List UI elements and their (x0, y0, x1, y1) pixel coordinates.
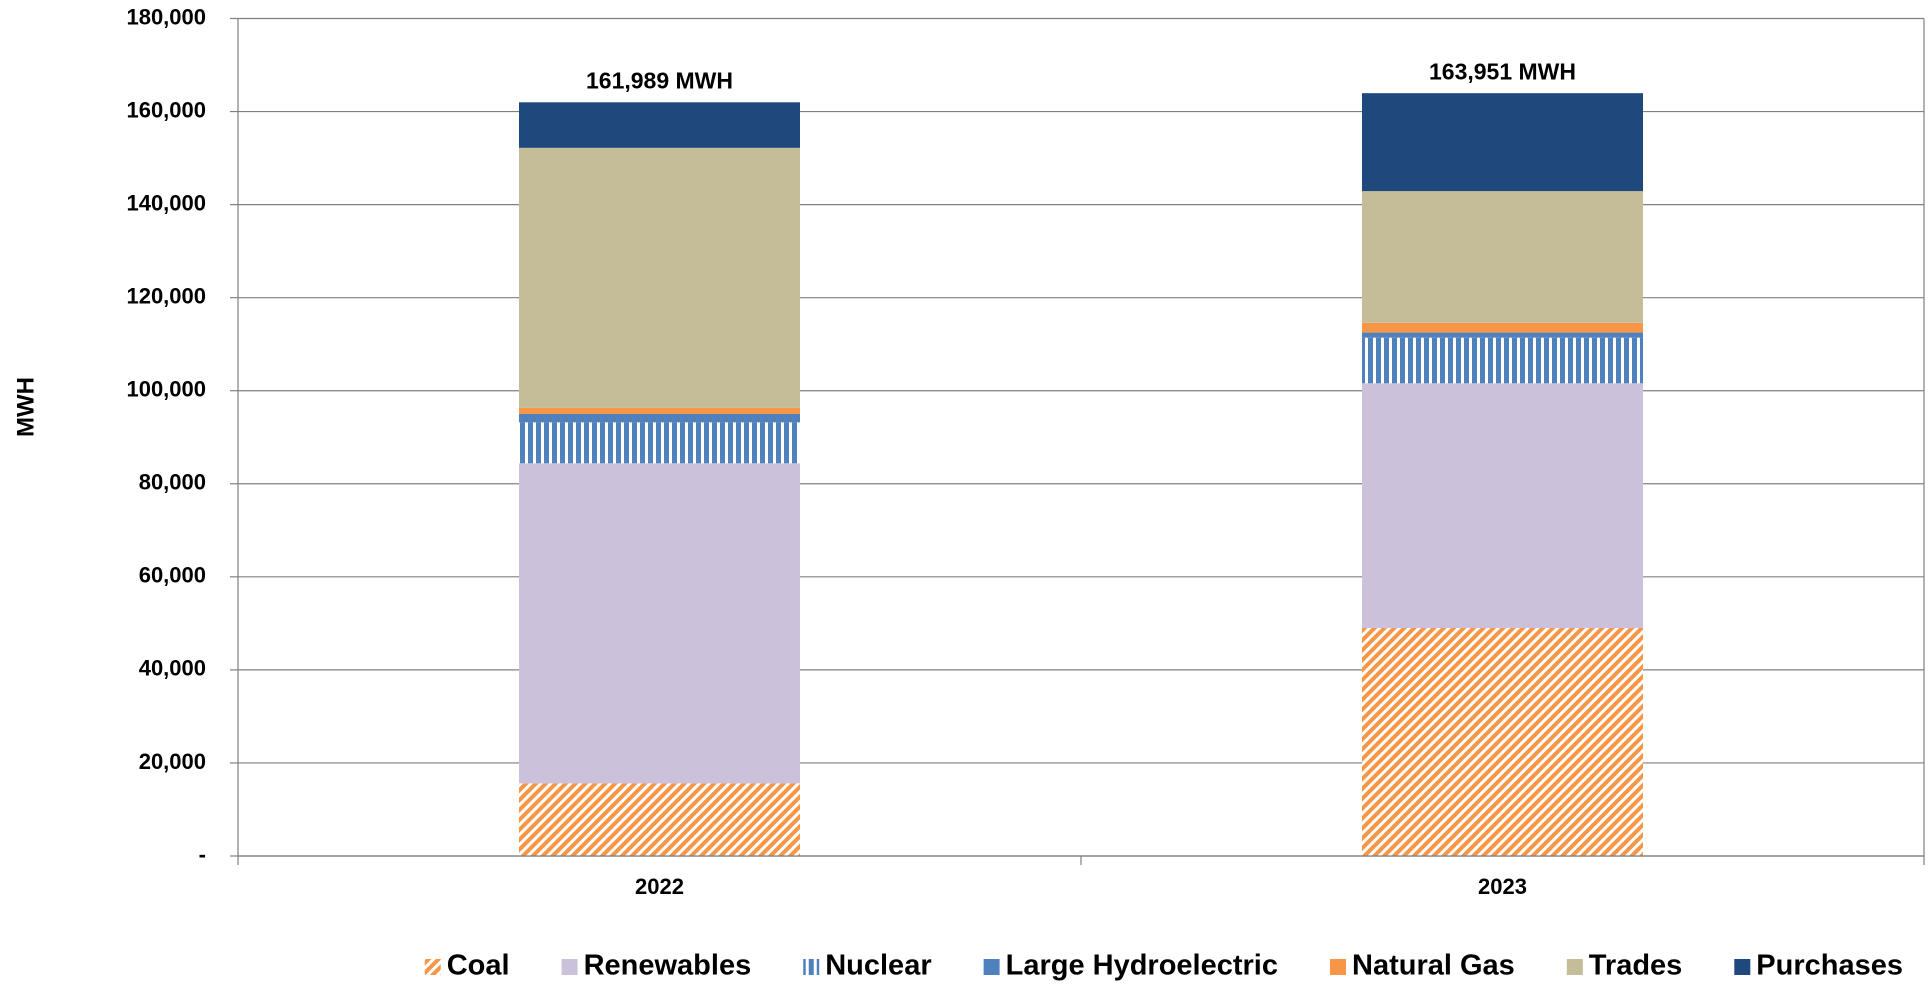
total-label: 161,989 MWH (586, 67, 733, 93)
legend-label: Large Hydroelectric (1006, 950, 1278, 982)
y-tick-label: 40,000 (139, 656, 206, 681)
legend-label: Natural Gas (1352, 950, 1515, 982)
bar-segment (519, 422, 800, 464)
legend-swatch (561, 959, 578, 975)
bar-segment (519, 463, 800, 784)
y-tick-label: - (199, 842, 206, 867)
x-tick-label: 2023 (1478, 874, 1527, 899)
legend-swatch (1330, 959, 1346, 975)
legend-swatch (424, 959, 441, 975)
y-tick-label: 100,000 (126, 377, 206, 402)
legend-label: Nuclear (825, 950, 931, 982)
bar-segment (1362, 337, 1643, 384)
bar-segment (519, 413, 800, 423)
bar-segment (1362, 93, 1643, 192)
y-axis-label: MWH (12, 377, 39, 437)
total-label: 163,951 MWH (1429, 58, 1576, 84)
y-tick-label: 60,000 (139, 563, 206, 588)
legend-label: Purchases (1756, 950, 1903, 982)
legend-label: Trades (1589, 950, 1683, 982)
legend-swatch (983, 959, 1000, 975)
y-tick-label: 180,000 (126, 4, 206, 29)
legend-swatch (1734, 959, 1751, 975)
legend: Coal Renewables Nuclear Large Hydroelectric… (424, 950, 1903, 982)
bar-segment (1362, 628, 1643, 856)
bar-segment (519, 147, 800, 408)
y-tick-label: 80,000 (139, 470, 206, 495)
x-tick-label: 2022 (635, 874, 684, 899)
y-tick-label: 140,000 (126, 190, 206, 215)
bar-segment (1362, 332, 1643, 338)
bar-segment (519, 783, 800, 856)
legend-label: Coal (447, 950, 510, 982)
legend-swatch (803, 959, 820, 975)
legend-label: Renewables (584, 950, 752, 982)
bar-segment (1362, 322, 1643, 333)
bar-segment (1362, 191, 1643, 323)
bar-segment (1362, 383, 1643, 629)
y-tick-label: 160,000 (126, 97, 206, 122)
bar-segment (519, 102, 800, 148)
bar-segment (519, 407, 800, 414)
y-tick-label: 20,000 (139, 749, 206, 774)
y-tick-label: 120,000 (126, 283, 206, 308)
legend-swatch (1566, 959, 1583, 975)
